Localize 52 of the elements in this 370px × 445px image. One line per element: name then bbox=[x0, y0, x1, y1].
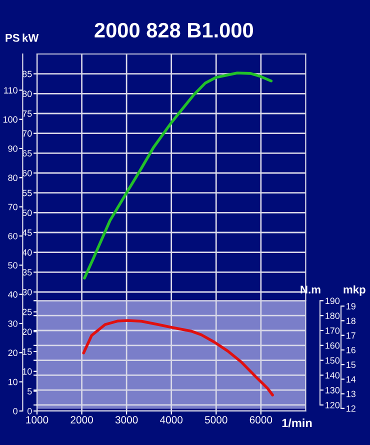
y2-tick-label: 80 bbox=[8, 174, 18, 182]
y2-tick-label: 40 bbox=[8, 291, 18, 298]
y2-tick-label: 30 bbox=[8, 320, 18, 327]
y-tick-label: 150 bbox=[326, 357, 340, 364]
x-tick-label: 6000 bbox=[250, 416, 272, 424]
y2-axis-title: mkp bbox=[344, 285, 366, 296]
y-tick-label: 30 bbox=[22, 288, 32, 296]
y-tick-label: 50 bbox=[22, 210, 32, 216]
y-tick-label: 20 bbox=[22, 328, 32, 336]
y-tick-label: 140 bbox=[326, 372, 340, 379]
y2-tick-label: 50 bbox=[8, 262, 18, 269]
chart-title: 2000 828 B1.000 bbox=[94, 22, 253, 38]
y2-tick-label: 17 bbox=[346, 332, 356, 339]
y2-tick-label: 16 bbox=[346, 346, 356, 354]
y-tick-label: 35 bbox=[22, 269, 32, 276]
x-tick-label: 2000 bbox=[70, 416, 93, 424]
y-tick-label: 170 bbox=[326, 327, 340, 334]
y2-tick-label: 110 bbox=[4, 87, 18, 94]
y2-tick-label: 100 bbox=[3, 116, 18, 123]
y-tick-label: 70 bbox=[22, 130, 32, 137]
y2-tick-label: 18 bbox=[346, 318, 356, 324]
y-tick-label: 130 bbox=[326, 387, 340, 394]
y-tick-label: 180 bbox=[326, 312, 340, 319]
x-tick-label: 4000 bbox=[160, 416, 183, 424]
y2-tick-label: 20 bbox=[8, 350, 18, 356]
x-axis-title: 1/min bbox=[282, 418, 312, 428]
y-tick-label: 10 bbox=[22, 368, 32, 375]
y-tick-label: 75 bbox=[22, 110, 32, 117]
x-tick-label: 5000 bbox=[204, 416, 228, 424]
y-tick-label: 120 bbox=[326, 402, 340, 408]
y2-tick-label: 15 bbox=[346, 362, 356, 368]
line-series bbox=[82, 319, 274, 396]
y2-axis-title: PS bbox=[6, 34, 20, 42]
y-tick-label: 0 bbox=[27, 408, 32, 414]
x-tick-label: 1000 bbox=[26, 416, 48, 424]
y2-tick-label: 60 bbox=[8, 232, 18, 240]
y2-tick-label: 19 bbox=[346, 303, 356, 310]
y-tick-label: 5 bbox=[27, 388, 32, 395]
y-tick-label: 15 bbox=[22, 348, 32, 355]
y2-tick-label: 10 bbox=[8, 378, 18, 386]
y-tick-label: 25 bbox=[22, 308, 32, 316]
y2-tick-label: 13 bbox=[346, 390, 356, 398]
y2-tick-label: 70 bbox=[8, 204, 18, 210]
y-tick-label: 190 bbox=[326, 298, 340, 304]
y2-tick-label: 90 bbox=[8, 145, 18, 152]
y-tick-label: 160 bbox=[326, 342, 340, 349]
y2-tick-label: 0 bbox=[13, 408, 18, 414]
x-tick-label: 3000 bbox=[115, 416, 138, 424]
line-series bbox=[83, 72, 273, 280]
y2-tick-label: 12 bbox=[346, 405, 356, 412]
y2-tick-label: 14 bbox=[346, 376, 356, 382]
y-axis-title: kW bbox=[22, 34, 39, 42]
